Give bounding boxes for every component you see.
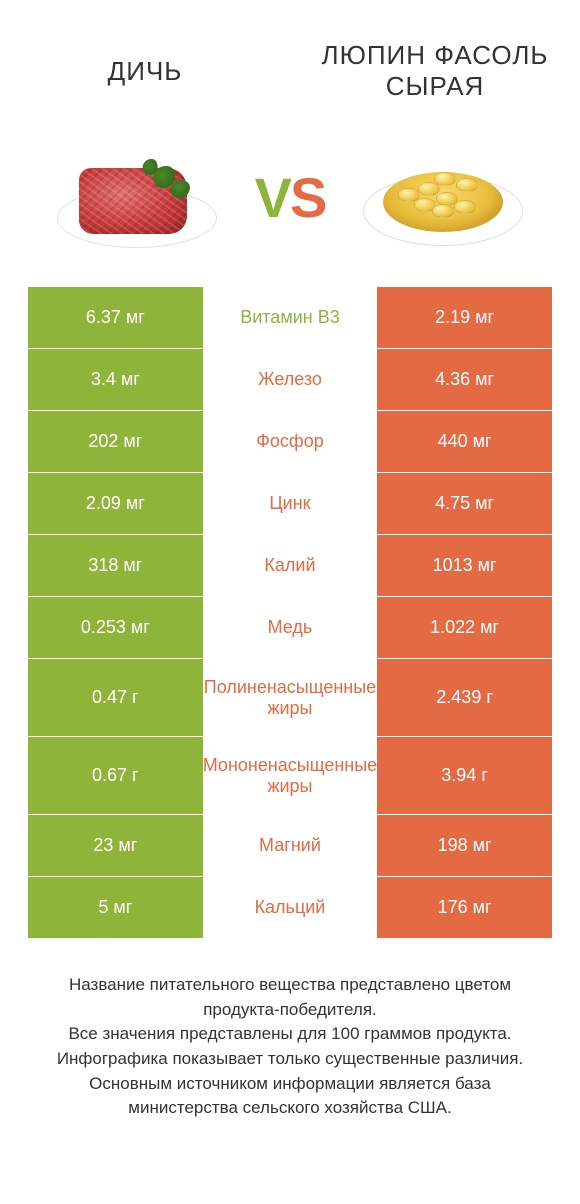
table-row: 23 мгМагний198 мг: [28, 815, 552, 877]
vs-s: S: [290, 166, 325, 229]
value-left: 5 мг: [28, 877, 203, 938]
value-left: 6.37 мг: [28, 287, 203, 348]
footer-line-3: Инфографика показывает только существенн…: [34, 1047, 546, 1072]
nutrient-name: Фосфор: [203, 411, 378, 472]
image-right: [335, 132, 550, 262]
title-row: ДИЧЬ ЛЮПИН ФАСОЛЬ СЫРАЯ: [0, 0, 580, 132]
value-right: 440 мг: [377, 411, 552, 472]
nutrient-name: Кальций: [203, 877, 378, 938]
nutrient-name: Магний: [203, 815, 378, 876]
title-right: ЛЮПИН ФАСОЛЬ СЫРАЯ: [290, 0, 580, 132]
value-right: 4.75 мг: [377, 473, 552, 534]
value-left: 23 мг: [28, 815, 203, 876]
nutrient-name: Витамин B3: [203, 287, 378, 348]
value-left: 202 мг: [28, 411, 203, 472]
value-right: 4.36 мг: [377, 349, 552, 410]
images-row: VS: [0, 132, 580, 287]
table-row: 0.67 гМононенасыщенные жиры3.94 г: [28, 737, 552, 815]
table-row: 6.37 мгВитамин B32.19 мг: [28, 287, 552, 349]
footer-line-1: Название питательного вещества представл…: [34, 973, 546, 1022]
value-right: 2.19 мг: [377, 287, 552, 348]
value-right: 1.022 мг: [377, 597, 552, 658]
table-row: 2.09 мгЦинк4.75 мг: [28, 473, 552, 535]
lupin-beans-illustration: [358, 142, 528, 252]
value-left: 318 мг: [28, 535, 203, 596]
table-row: 202 мгФосфор440 мг: [28, 411, 552, 473]
value-right: 176 мг: [377, 877, 552, 938]
value-right: 1013 мг: [377, 535, 552, 596]
ground-meat-illustration: [57, 142, 217, 252]
value-right: 2.439 г: [377, 659, 552, 736]
footer-line-2: Все значения представлены для 100 граммо…: [34, 1022, 546, 1047]
vs-v: V: [255, 166, 290, 229]
image-left: [30, 132, 245, 262]
table-row: 3.4 мгЖелезо4.36 мг: [28, 349, 552, 411]
nutrient-name: Медь: [203, 597, 378, 658]
comparison-table: 6.37 мгВитамин B32.19 мг3.4 мгЖелезо4.36…: [0, 287, 580, 939]
nutrient-name: Цинк: [203, 473, 378, 534]
value-left: 0.253 мг: [28, 597, 203, 658]
nutrient-name: Полиненасыщенные жиры: [203, 659, 378, 736]
value-left: 0.67 г: [28, 737, 203, 814]
nutrient-name: Мононенасыщенные жиры: [203, 737, 378, 814]
table-row: 318 мгКалий1013 мг: [28, 535, 552, 597]
value-left: 2.09 мг: [28, 473, 203, 534]
nutrient-name: Калий: [203, 535, 378, 596]
table-row: 5 мгКальций176 мг: [28, 877, 552, 939]
table-row: 0.253 мгМедь1.022 мг: [28, 597, 552, 659]
value-left: 0.47 г: [28, 659, 203, 736]
value-left: 3.4 мг: [28, 349, 203, 410]
footer-line-4: Основным источником информации является …: [34, 1072, 546, 1121]
table-row: 0.47 гПолиненасыщенные жиры2.439 г: [28, 659, 552, 737]
value-right: 3.94 г: [377, 737, 552, 814]
value-right: 198 мг: [377, 815, 552, 876]
nutrient-name: Железо: [203, 349, 378, 410]
title-left: ДИЧЬ: [0, 0, 290, 132]
footer-text: Название питательного вещества представл…: [0, 939, 580, 1121]
vs-label: VS: [255, 165, 326, 230]
